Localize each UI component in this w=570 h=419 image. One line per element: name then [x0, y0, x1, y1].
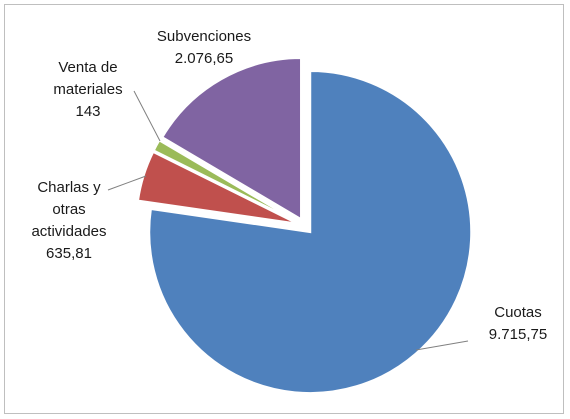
- data-label-subvenciones: Subvenciones 2.076,65: [157, 28, 251, 67]
- leader-line-charlas-y-otras-actividades: [107, 175, 147, 191]
- leader-line-cuotas: [415, 340, 469, 351]
- data-label-line: Venta de: [58, 59, 117, 76]
- leader-line-venta-de-materiales: [133, 90, 161, 142]
- data-label-cuotas: Cuotas 9.715,75: [489, 304, 547, 343]
- data-label-line: Cuotas: [494, 304, 542, 321]
- data-label-line: materiales: [53, 81, 122, 98]
- data-label-line: 635,81: [46, 245, 92, 262]
- pie-slice-charlas-y-otras-actividades: [136, 150, 298, 225]
- data-label-line: 2.076,65: [175, 50, 233, 67]
- pie-slice-subvenciones: [160, 57, 303, 221]
- data-label-line: Subvenciones: [157, 28, 251, 45]
- data-label-charlas-y-otras-actividades: Charlas y otras actividades 635,81: [31, 179, 106, 262]
- pie-slice-cuotas: [148, 70, 473, 395]
- data-label-line: 143: [75, 103, 100, 120]
- data-label-line: actividades: [31, 223, 106, 240]
- data-label-line: Charlas y: [37, 179, 101, 196]
- data-label-line: 9.715,75: [489, 326, 547, 343]
- data-label-line: otras: [52, 201, 85, 218]
- data-label-venta-de-materiales: Venta de materiales 143: [53, 59, 122, 120]
